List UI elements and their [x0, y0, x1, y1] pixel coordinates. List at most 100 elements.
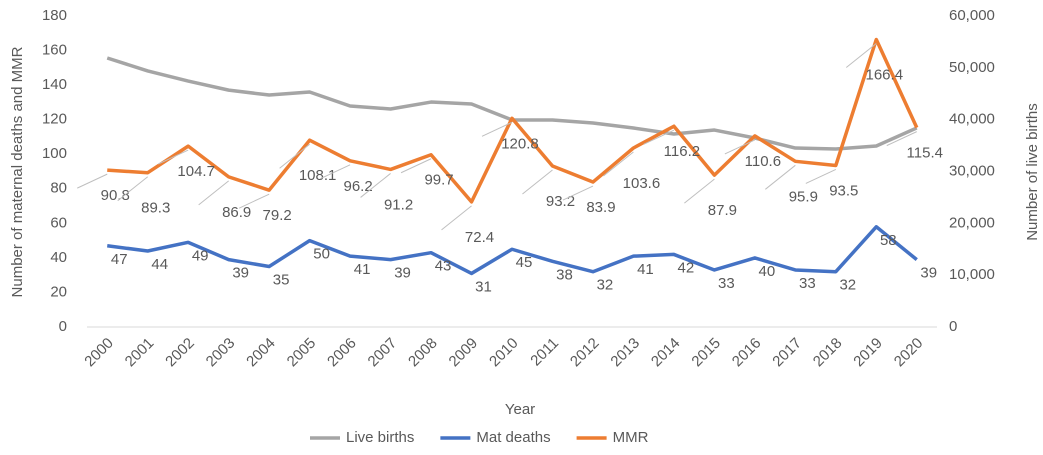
data-label: 38 [556, 266, 573, 283]
data-label: 115.4 [907, 145, 943, 162]
x-axis-title: Year [505, 401, 535, 418]
data-label: 83.9 [586, 199, 615, 216]
x-tick-label: 2006 [324, 335, 360, 371]
data-label: 90.8 [101, 187, 130, 204]
data-label: 32 [839, 277, 856, 294]
y2-tick-label: 50,000 [949, 59, 995, 76]
data-label: 39 [920, 265, 937, 282]
data-label: 39 [394, 265, 411, 282]
data-label: 166.4 [866, 66, 904, 83]
leader-line [198, 180, 229, 206]
data-label: 116.2 [664, 143, 700, 160]
data-label: 44 [151, 256, 168, 273]
x-tick-label: 2000 [81, 335, 117, 371]
legend-label: MMR [613, 429, 649, 446]
leader-line [845, 43, 877, 68]
y-tick-label: 160 [42, 42, 67, 59]
series-line [107, 225, 918, 276]
y2-tick-label: 60,000 [949, 7, 995, 24]
y2-axis-title: Number of live births [1024, 103, 1041, 241]
data-label: 49 [192, 247, 209, 264]
legend-label: Mat deaths [476, 429, 550, 446]
y2-tick-label: 30,000 [949, 162, 995, 179]
data-label: 39 [232, 265, 249, 282]
y2-tick-label: 10,000 [949, 266, 995, 283]
x-tick-label: 2017 [769, 335, 805, 371]
series-line [107, 37, 919, 204]
x-tick-label: 2005 [284, 335, 320, 371]
y-tick-label: 80 [50, 180, 67, 197]
leader-line [319, 164, 351, 180]
leader-line [360, 173, 391, 198]
legend-label: Live births [346, 429, 414, 446]
data-label: 32 [597, 277, 614, 294]
data-label: 79.2 [263, 207, 292, 224]
leader-line [481, 121, 513, 137]
data-label: 89.3 [141, 200, 170, 217]
y-tick-label: 20 [50, 283, 67, 300]
y2-tick-label: 20,000 [949, 214, 995, 231]
data-label: 96.2 [343, 178, 372, 195]
x-tick-label: 2010 [486, 335, 522, 371]
x-tick-label: 2015 [688, 335, 724, 371]
x-tick-label: 2002 [162, 335, 198, 371]
leader-line [724, 139, 756, 155]
leader-line [77, 173, 108, 189]
x-tick-label: 2003 [203, 335, 239, 371]
data-label: 41 [354, 261, 371, 278]
x-tick-label: 2016 [729, 335, 765, 371]
y-tick-label: 140 [42, 76, 67, 93]
data-label: 45 [516, 254, 533, 271]
data-label: 72.4 [465, 229, 494, 246]
data-label: 35 [273, 271, 290, 288]
leader-line [157, 149, 189, 165]
leader-line [684, 178, 715, 204]
x-tick-label: 2019 [850, 335, 886, 371]
leader-line [117, 176, 149, 202]
leader-line [886, 131, 917, 147]
data-label: 95.9 [789, 188, 818, 205]
x-tick-label: 2007 [365, 335, 401, 371]
data-label: 108.1 [299, 167, 337, 184]
data-label: 99.7 [424, 172, 453, 189]
y-tick-label: 0 [59, 318, 67, 335]
data-label: 86.9 [222, 204, 251, 221]
leader-line [562, 185, 594, 201]
data-label: 33 [718, 275, 735, 292]
x-tick-label: 2004 [243, 335, 279, 371]
leader-line [279, 143, 310, 169]
data-label: 42 [678, 259, 695, 276]
data-label: 91.2 [384, 196, 413, 213]
y-tick-label: 120 [42, 111, 67, 128]
x-tick-label: 2001 [122, 335, 158, 371]
y-tick-label: 40 [50, 249, 67, 266]
data-label: 93.5 [829, 182, 858, 199]
leader-line [805, 168, 837, 184]
data-label: 87.9 [708, 202, 737, 219]
x-tick-label: 2011 [527, 335, 562, 370]
leader-line [441, 205, 472, 231]
x-tick-label: 2012 [567, 335, 603, 371]
x-tick-label: 2008 [405, 335, 441, 371]
leader-line [643, 129, 675, 145]
y-tick-label: 60 [50, 214, 67, 231]
data-label: 58 [880, 232, 897, 249]
x-tick-label: 2013 [607, 335, 643, 371]
y2-tick-label: 40,000 [949, 111, 995, 128]
leader-line [522, 169, 553, 195]
y-axis-title: Number of maternal deaths and MMR [9, 46, 26, 297]
data-label: 120.8 [501, 135, 539, 152]
x-tick-label: 2020 [891, 335, 927, 371]
leader-line [400, 158, 432, 174]
leader-line [238, 193, 270, 209]
y-tick-label: 180 [42, 7, 67, 24]
data-label: 103.6 [623, 175, 661, 192]
data-label: 93.2 [546, 193, 575, 210]
x-tick-label: 2009 [446, 335, 482, 371]
leader-line [603, 151, 634, 177]
data-label: 33 [799, 275, 816, 292]
data-label: 47 [111, 251, 128, 268]
data-label: 41 [637, 261, 654, 278]
data-label: 110.6 [745, 153, 781, 170]
